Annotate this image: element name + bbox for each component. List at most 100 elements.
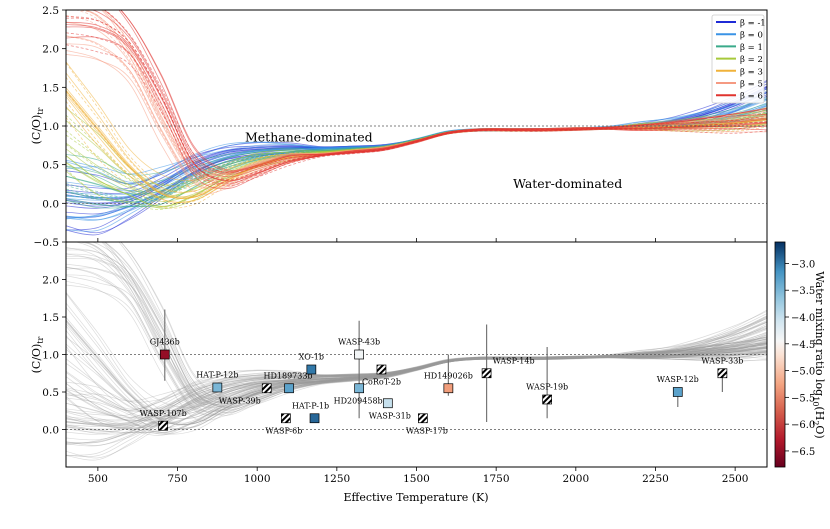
colorbar-tick-label: −4.0 <box>791 313 815 324</box>
gray-curve-1-6 <box>66 334 767 446</box>
top-ytick-label: 0.0 <box>42 198 59 210</box>
marker-hd189733b[interactable] <box>284 383 294 394</box>
gray-curve-5-0 <box>69 242 767 406</box>
bottom-panel: GJ436b WASP-107b HAT-P-12b WASP-39b HD189733… <box>30 238 768 504</box>
label-wasp-43b: WASP-43b <box>338 338 380 347</box>
gray-curve-4-1 <box>66 323 767 425</box>
marker-wasp-39b[interactable] <box>261 383 272 394</box>
x-axis-label: Effective Temperature (K) <box>343 491 488 504</box>
colorbar-tick-label: −6.5 <box>791 447 815 458</box>
marker-wasp-43b[interactable] <box>354 349 364 360</box>
gray-curve-6-11 <box>120 242 767 399</box>
marker-wasp-14b[interactable] <box>481 368 492 379</box>
gray-curve-3-10 <box>66 353 767 435</box>
label-hat-p-12b: HAT-P-12b <box>196 371 238 380</box>
curve-beta-5-2 <box>66 43 767 189</box>
gray-curve-6-6 <box>66 275 767 413</box>
gray-curve-5-1 <box>66 284 767 416</box>
bottom-y-ticks: 2.0 1.5 1.0 0.5 0.0 <box>42 275 66 437</box>
colorbar-tick-label: −3.5 <box>791 286 815 297</box>
marker-gj436b[interactable] <box>159 349 170 360</box>
top-curves <box>66 10 767 236</box>
gray-curve-0-0 <box>66 316 767 431</box>
curve-beta-5-9 <box>66 14 767 179</box>
gray-curve-6-13 <box>118 242 767 401</box>
marker-corot-2b[interactable] <box>376 364 387 375</box>
bottom-y-axis-label: (C/O)tr <box>30 336 45 373</box>
marker-wasp-12b[interactable] <box>672 387 683 397</box>
gray-curve-3-0 <box>66 353 767 436</box>
annotation-water-dominated: Water-dominated <box>513 176 622 191</box>
legend-label: β = -1 <box>740 19 766 29</box>
marker-wasp-107b[interactable] <box>158 420 169 431</box>
gray-curve-3-11 <box>66 351 767 434</box>
gray-curve-3-1 <box>66 336 767 413</box>
curve-beta-6-5 <box>120 10 767 173</box>
curve-beta-3-6 <box>66 114 767 193</box>
gray-curve-4-0 <box>66 345 767 435</box>
marker-wasp-17b[interactable] <box>418 413 428 424</box>
marker-wasp-31b[interactable] <box>382 398 393 409</box>
gray-curve-5-12 <box>66 266 767 413</box>
gray-curve-0-9 <box>66 318 767 435</box>
bottom-ytick-label: 0.5 <box>42 387 59 399</box>
marker-hat-p-1b[interactable] <box>309 413 320 424</box>
gray-curve-1-8 <box>66 322 767 410</box>
colorbar-tick-label: −3.0 <box>791 259 815 270</box>
bottom-curves <box>66 242 767 461</box>
gray-curve-2-6 <box>66 340 767 425</box>
top-ytick-label: −0.5 <box>34 237 60 249</box>
marker-wasp-6b[interactable] <box>281 413 291 424</box>
gray-curve-5-9 <box>66 246 767 406</box>
gray-curve-4-11 <box>66 319 767 426</box>
bottom-ytick-label: 2.0 <box>42 275 59 287</box>
gray-curve-4-13 <box>66 335 767 429</box>
gray-curve-4-7 <box>66 317 767 424</box>
gray-curve-0-4 <box>66 317 767 433</box>
xtick-label: 1500 <box>403 473 430 485</box>
colorbar-tick-label: −4.5 <box>791 340 815 351</box>
gray-curve-0-12 <box>66 313 767 421</box>
gray-curve-0-13 <box>66 323 767 461</box>
marker-hd149026b[interactable] <box>443 383 454 394</box>
curve-beta-6-7 <box>66 24 767 182</box>
gray-curve-2-3 <box>66 343 767 428</box>
legend-label: β = 0 <box>740 31 763 41</box>
gray-curve-5-8 <box>83 242 767 404</box>
gray-curve-2-12 <box>66 342 767 430</box>
marker-wasp-19b[interactable] <box>542 394 552 405</box>
gray-curve-5-6 <box>104 242 767 403</box>
xtick-label: 750 <box>167 473 187 485</box>
gray-curve-6-1 <box>66 253 767 409</box>
label-gj436b: GJ436b <box>150 338 180 347</box>
marker-xo-1b[interactable] <box>306 364 317 375</box>
gray-curve-3-8 <box>66 341 767 417</box>
bottom-ytick-label: 0.0 <box>42 425 59 437</box>
gray-curve-2-7 <box>66 343 767 435</box>
gray-curve-5-2 <box>66 274 767 415</box>
marker-hd209458b[interactable] <box>354 383 364 394</box>
colorbar-ticks: −3.0 −3.5 −4.0 −4.5 −5.0 −5.5 −6.0 −6.5 <box>785 259 815 458</box>
gray-curve-2-4 <box>66 346 767 434</box>
top-ytick-label: 2.0 <box>42 44 59 56</box>
curve-beta-6-10 <box>66 36 767 190</box>
marker-hat-p-12b[interactable] <box>212 382 223 393</box>
gray-curve-2-11 <box>66 332 767 412</box>
bottom-ytick-label: 1.0 <box>42 350 59 362</box>
marker-wasp-33b[interactable] <box>717 368 728 379</box>
gray-curve-2-5 <box>66 327 767 403</box>
gray-curve-0-1 <box>66 315 767 426</box>
legend-items: β = -1 β = 0 β = 1 β = 2 β = 3 β = 5 β = 6 <box>716 19 766 102</box>
gray-curve-2-2 <box>66 336 767 419</box>
curve-beta-6-1 <box>66 21 767 182</box>
gray-curve-1-0 <box>66 327 767 425</box>
gray-curve-4-8 <box>66 321 767 425</box>
gray-curve-2-9 <box>66 341 767 427</box>
gray-curve-6-7 <box>66 255 767 409</box>
gray-curve-0-10 <box>66 321 767 441</box>
top-reference-lines <box>66 125 767 204</box>
gray-curve-6-5 <box>120 242 767 400</box>
colorbar-tick-label: −5.5 <box>791 393 815 404</box>
legend-box <box>711 14 765 104</box>
label-xo-1b: XO-1b <box>299 353 324 362</box>
